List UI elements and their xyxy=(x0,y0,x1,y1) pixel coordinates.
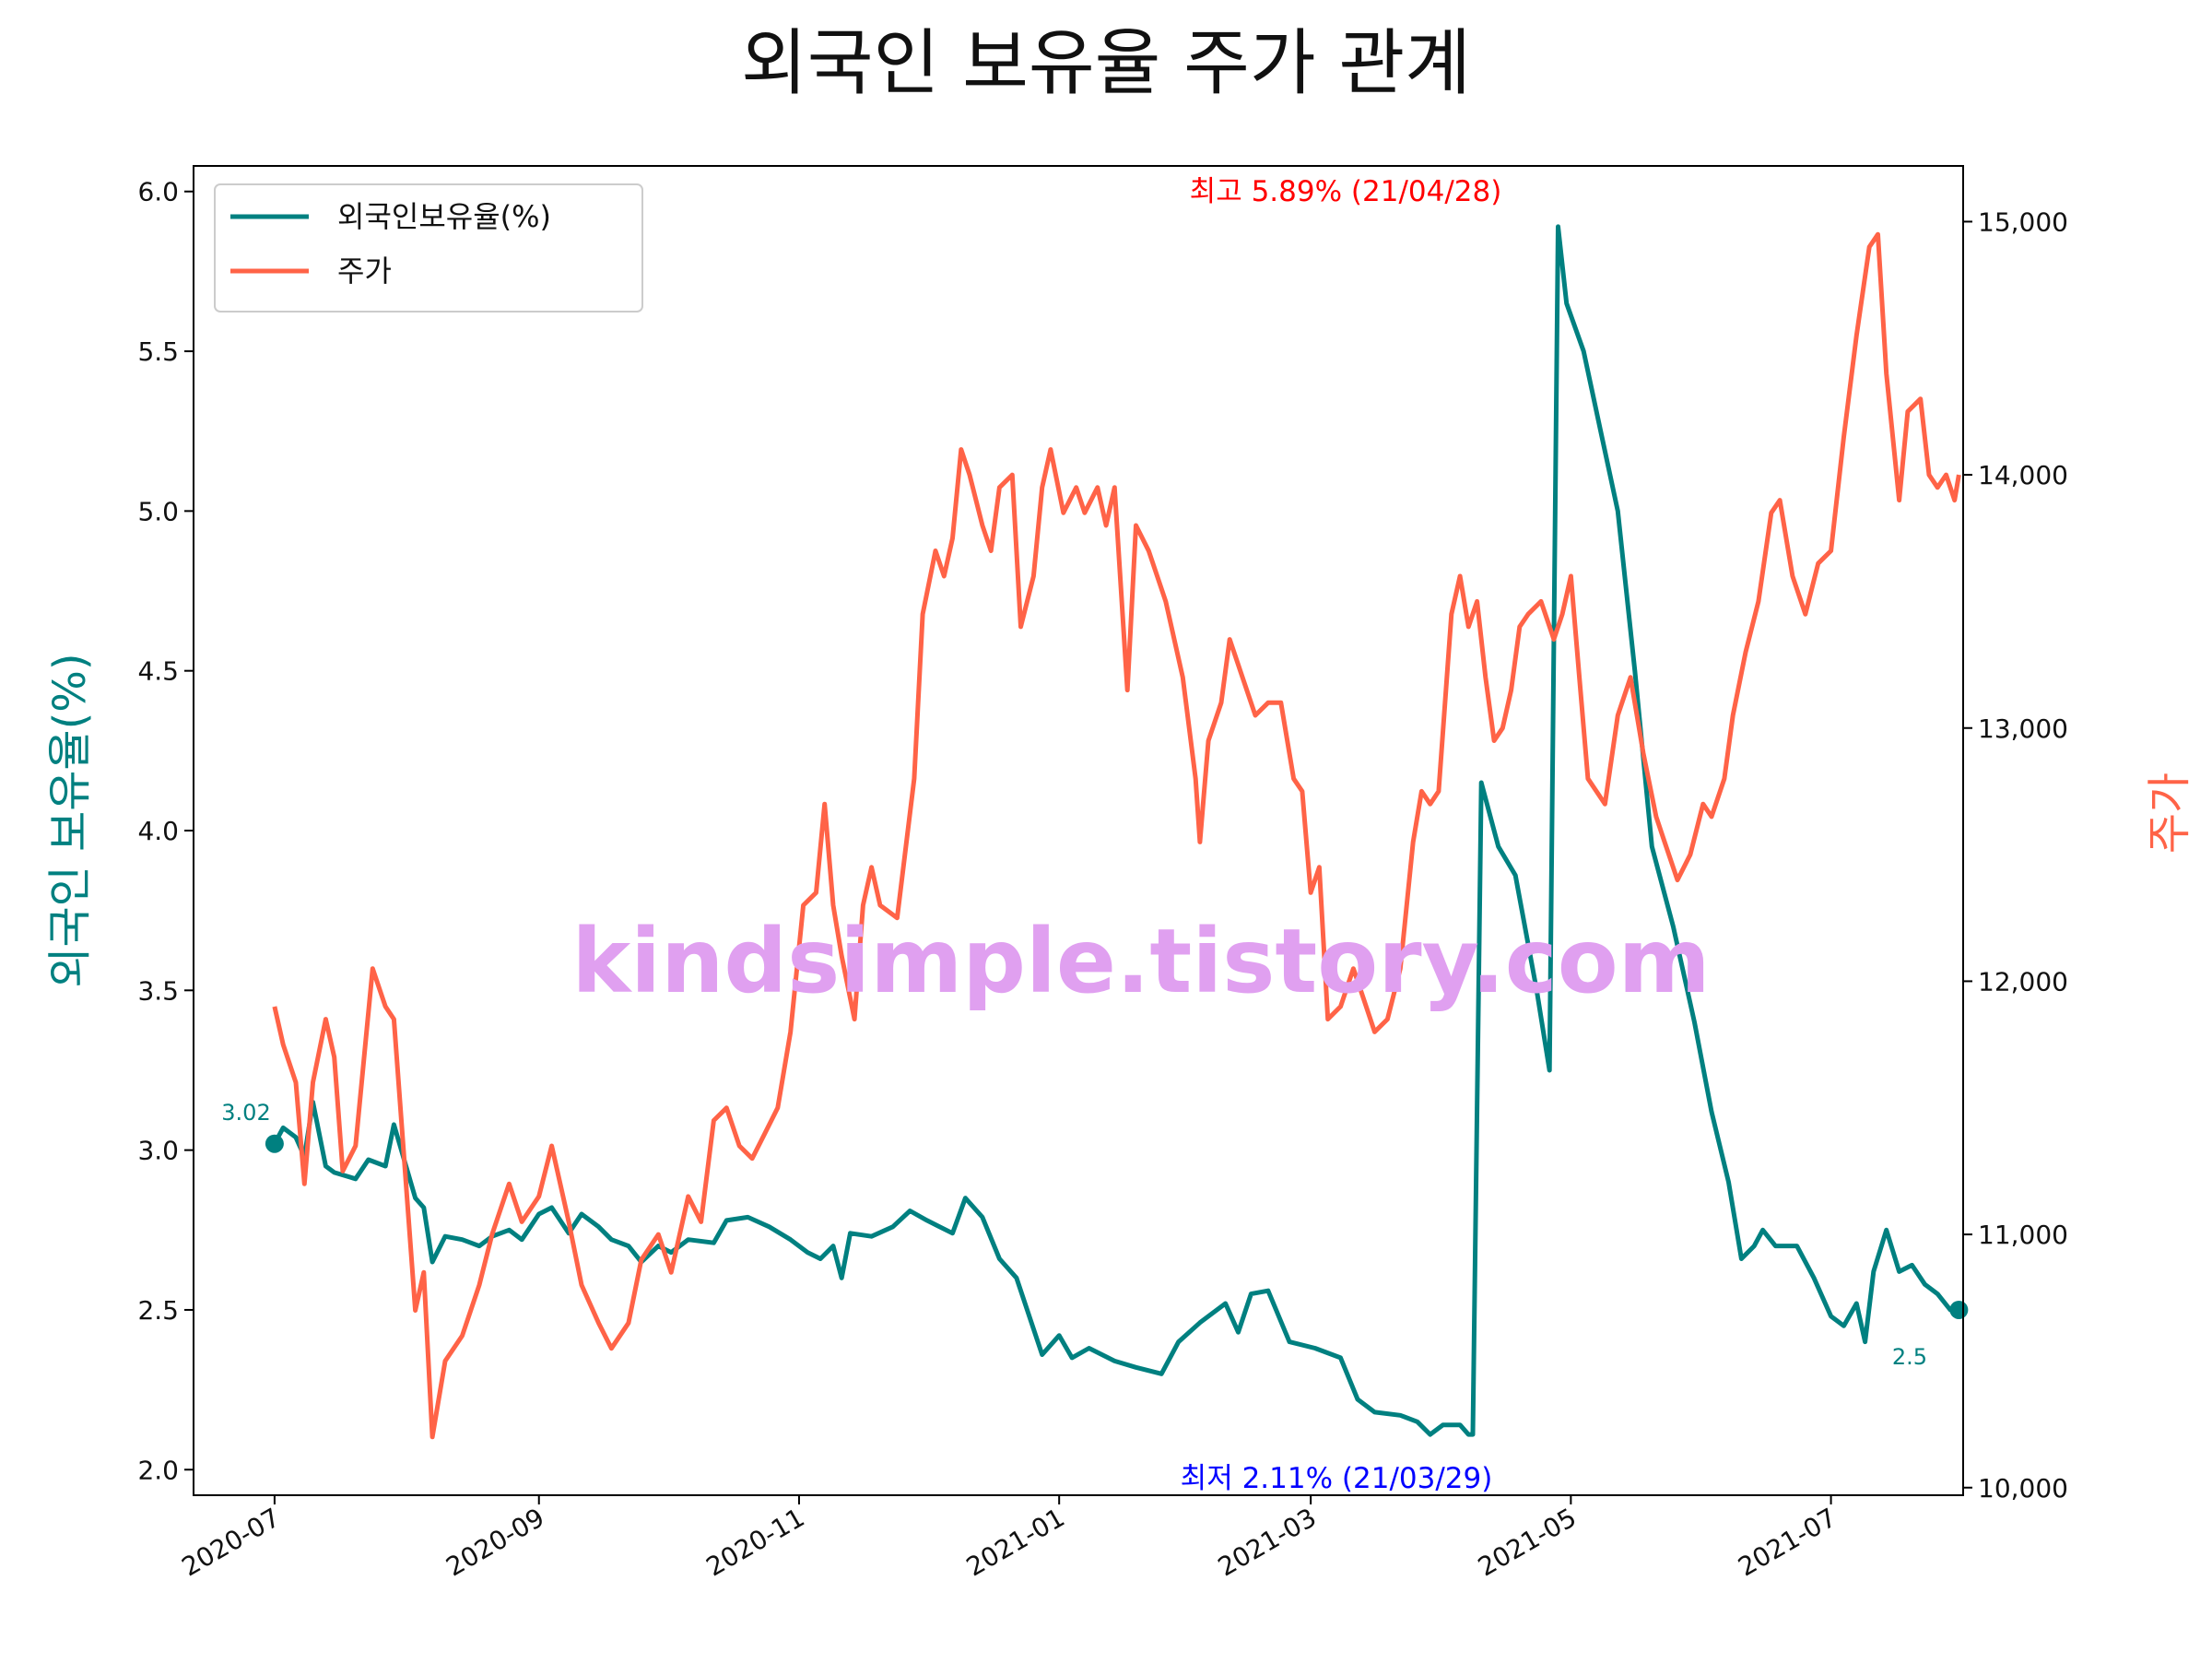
y-axis-label-left: 외국인 보유율(%) xyxy=(44,653,96,987)
y-tick-label-right: 12,000 xyxy=(1978,966,2068,997)
legend-box xyxy=(214,183,643,313)
y-tick-label-right: 10,000 xyxy=(1978,1473,2068,1504)
y-tick-label-left: 3.0 xyxy=(137,1136,179,1166)
y-axis-label-right: 주가 xyxy=(2144,773,2195,854)
y-tick-label-left: 2.5 xyxy=(137,1295,179,1326)
series-line-ratio xyxy=(272,224,1959,1437)
y-tick-label-left: 4.5 xyxy=(137,656,179,687)
watermark-text: kindsimple.tistory.com xyxy=(571,910,1710,1013)
plot-frame xyxy=(193,165,1964,1496)
y-tick-label-left: 4.0 xyxy=(137,816,179,846)
legend-label-ratio: 외국인보유율(%) xyxy=(337,199,551,234)
start-value-label: 3.02 xyxy=(221,1100,270,1126)
y-tick-label-left: 5.0 xyxy=(137,496,179,526)
end-point-marker xyxy=(1949,1300,1969,1319)
max-annotation: 최고 5.89% (21/04/28) xyxy=(1190,175,1502,208)
y-tick-label-right: 13,000 xyxy=(1978,714,2068,744)
start-point-marker xyxy=(265,1134,284,1153)
series-line-price xyxy=(272,231,1961,1440)
legend: 외국인보유율(%) 주가 xyxy=(214,183,643,313)
min-annotation: 최저 2.11% (21/03/29) xyxy=(1181,1462,1493,1495)
y-tick-label-left: 3.5 xyxy=(137,975,179,1006)
end-value-label: 2.5 xyxy=(1892,1344,1927,1370)
y-tick-label-right: 15,000 xyxy=(1978,206,2068,237)
y-tick-label-left: 6.0 xyxy=(137,177,179,207)
y-tick-label-right: 11,000 xyxy=(1978,1220,2068,1250)
y-tick-label-right: 14,000 xyxy=(1978,460,2068,490)
y-tick-label-left: 2.0 xyxy=(137,1455,179,1485)
legend-label-price: 주가 xyxy=(337,254,392,289)
y-tick-label-left: 5.5 xyxy=(137,336,179,367)
chart-title: 외국인 보유율 주가 관계 xyxy=(741,22,1471,105)
